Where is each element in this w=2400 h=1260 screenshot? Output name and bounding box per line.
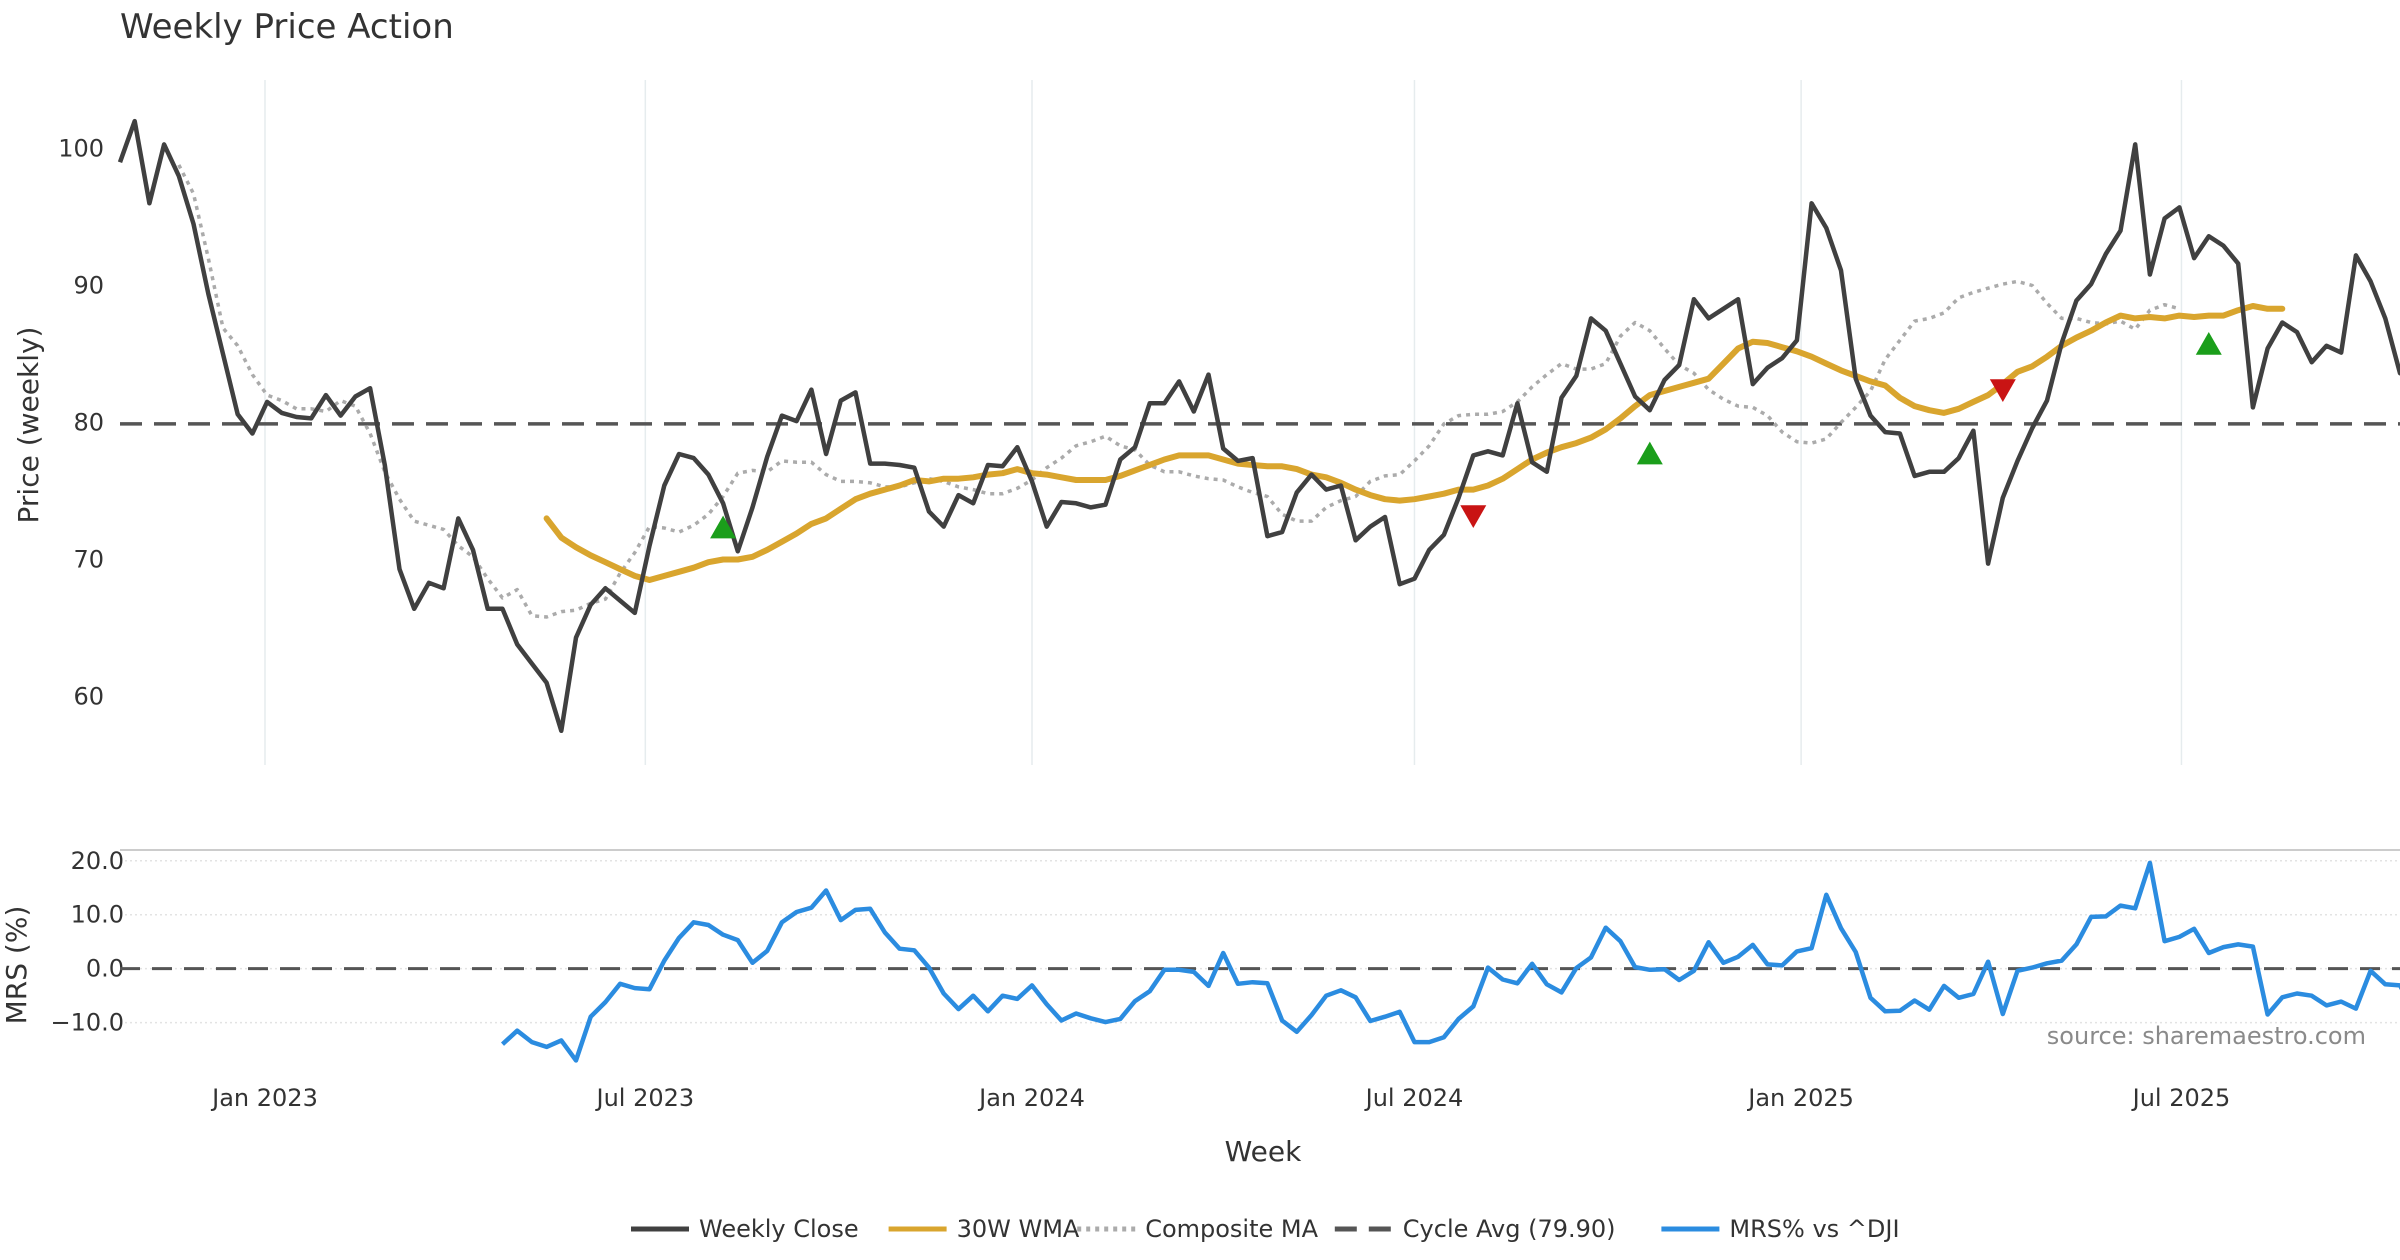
chart-title: Weekly Price Action (120, 7, 454, 47)
legend-item-label: Weekly Close (699, 1215, 859, 1243)
legend-item-label: MRS% vs ^DJI (1729, 1215, 1899, 1243)
x-tick-label: Jan 2024 (977, 1084, 1085, 1112)
wma-30w-line (543, 303, 2286, 583)
mrs-y-tick-label: 10.0 (71, 901, 124, 929)
sell-signal-marker (1460, 505, 1487, 529)
price-y-tick-label: 80 (73, 409, 104, 437)
mrs-panel: 20.0 10.0 0.0 −10.0 (50, 847, 2400, 1063)
x-tick-label: Jan 2025 (1746, 1084, 1854, 1112)
legend-item-label: Cycle Avg (79.90) (1403, 1215, 1616, 1243)
legend-item-label: 30W WMA (957, 1215, 1080, 1243)
legend-item-label: Composite MA (1145, 1215, 1318, 1243)
mrs-y-tick-label: 20.0 (71, 847, 124, 875)
sell-signal-marker (1989, 379, 2016, 402)
price-y-tick-label: 70 (73, 546, 104, 574)
price-y-tick-label: 100 (58, 135, 104, 163)
price-y-axis-label: Price (weekly) (12, 327, 45, 524)
price-y-tick-label: 90 (73, 272, 104, 300)
x-tick-label: Jan 2023 (210, 1084, 318, 1112)
x-tick-label: Jul 2023 (595, 1084, 695, 1112)
price-y-tick-label: 60 (73, 683, 104, 711)
price-panel: 60 70 80 90 100 (58, 80, 2400, 765)
weekly-close-line (117, 118, 2400, 734)
composite-ma-line (177, 164, 2180, 619)
x-tick-label: Jul 2025 (2131, 1084, 2231, 1112)
legend: Weekly Close 30W WMA Composite MA Cycle Avg… (631, 1215, 1900, 1243)
mrs-y-tick-label: −10.0 (50, 1009, 124, 1037)
source-annotation: source: sharemaestro.com (2047, 1022, 2366, 1050)
buy-signal-marker (2195, 332, 2222, 355)
x-axis-label: Week (1225, 1135, 1302, 1168)
buy-signal-marker (710, 515, 737, 539)
mrs-line (500, 860, 2400, 1063)
x-tick-label: Jul 2024 (1364, 1084, 1464, 1112)
x-axis-ticks: Jan 2023 Jul 2023 Jan 2024 Jul 2024 Jan 2025… (210, 1084, 2230, 1112)
mrs-y-tick-label: 0.0 (86, 955, 124, 983)
buy-signal-marker (1636, 441, 1663, 465)
mrs-y-axis-label: MRS (%) (0, 906, 33, 1025)
